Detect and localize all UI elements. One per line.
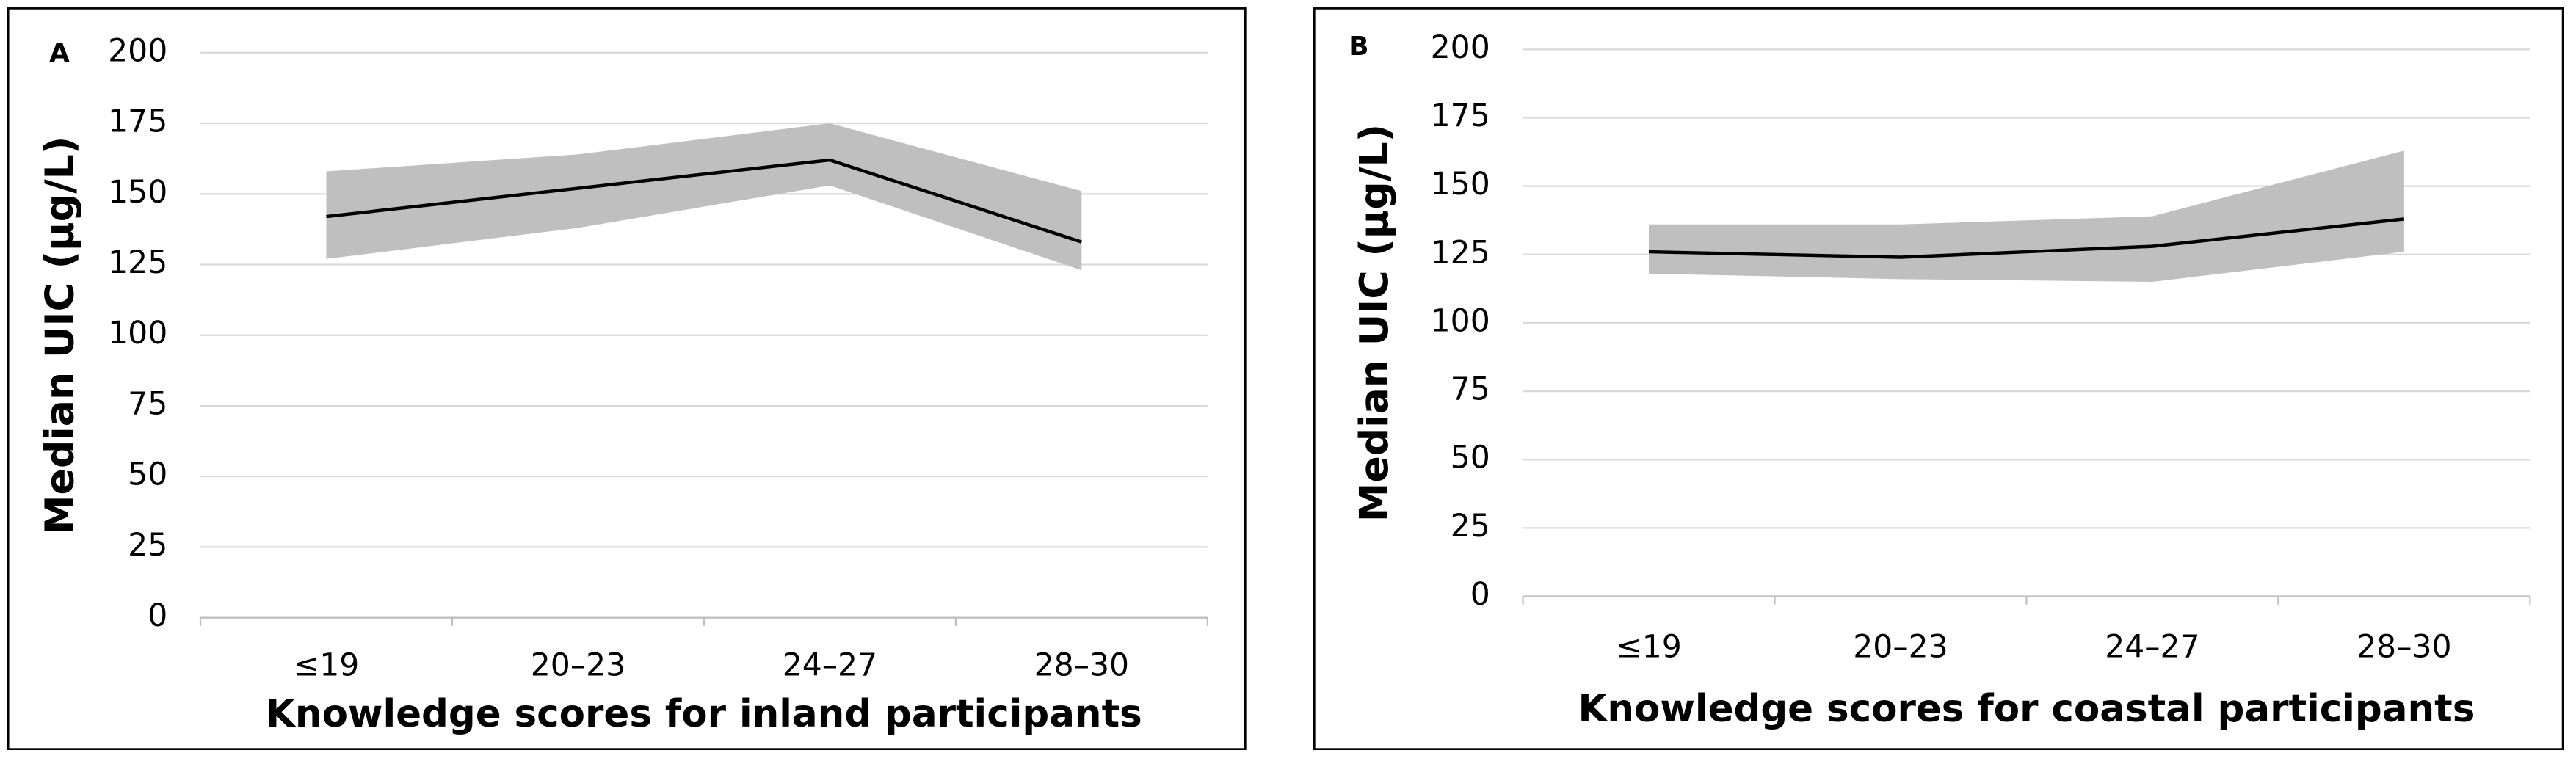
y-tick-label: 0	[1470, 577, 1490, 613]
y-tick-label: 75	[128, 386, 167, 422]
x-tick-label: 20–23	[531, 647, 625, 683]
y-tick-label: 75	[1451, 372, 1490, 408]
y-tick-label: 175	[1431, 98, 1490, 134]
x-tick-label: 28–30	[2357, 630, 2451, 666]
x-tick-label: 24–27	[783, 647, 877, 683]
y-tick-label: 50	[1451, 440, 1490, 476]
y-tick-label: 25	[1451, 509, 1490, 545]
y-tick-label: 100	[1431, 303, 1490, 339]
panel-frame	[1313, 7, 2564, 751]
y-tick-label: 125	[108, 245, 167, 281]
median-line	[1648, 217, 2405, 259]
y-axis-title: Median UIC (μg/L)	[1351, 124, 1397, 522]
panel-frame	[7, 7, 1247, 751]
y-tick-label: 200	[108, 33, 167, 69]
y-tick-label: 150	[108, 175, 167, 211]
x-tick-label: 28–30	[1034, 647, 1129, 683]
y-tick-label: 25	[128, 528, 167, 564]
y-tick-label: 175	[108, 104, 167, 140]
y-tick-label: 0	[148, 598, 167, 634]
confidence-band	[326, 123, 1082, 271]
y-tick-label: 50	[128, 457, 167, 493]
y-tick-label: 150	[1431, 167, 1490, 203]
x-tick-label: 20–23	[1853, 630, 1948, 666]
y-axis-title: Median UIC (μg/L)	[37, 137, 83, 534]
panel-label: B	[1349, 32, 1368, 62]
x-tick-label: ≤19	[294, 647, 360, 683]
panel-label: A	[49, 38, 70, 68]
confidence-band	[1648, 150, 2404, 283]
y-tick-label: 100	[108, 316, 167, 352]
y-tick-label: 200	[1431, 30, 1490, 66]
x-tick-label: 24–27	[2105, 630, 2199, 666]
x-axis-title: Knowledge scores for coastal participant…	[1578, 687, 2475, 731]
y-tick-label: 125	[1431, 235, 1490, 271]
x-tick-label: ≤19	[1616, 630, 1682, 666]
x-axis-title: Knowledge scores for inland participants	[266, 692, 1142, 736]
median-line	[326, 158, 1083, 244]
